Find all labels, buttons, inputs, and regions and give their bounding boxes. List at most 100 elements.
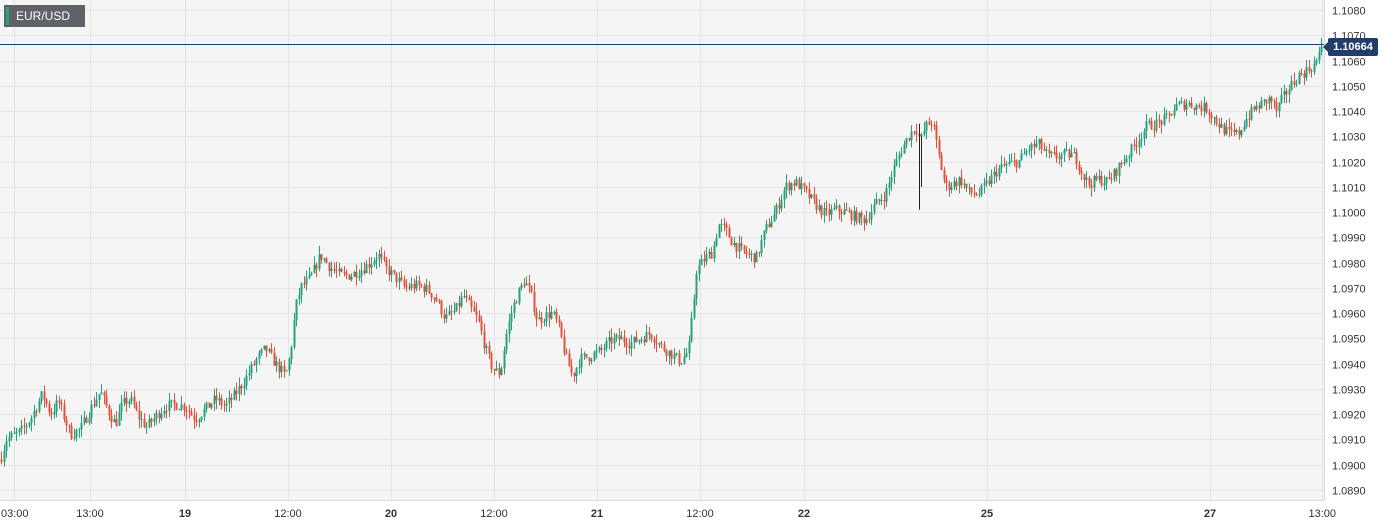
candle-down [1080, 171, 1083, 174]
candle-down [820, 205, 823, 216]
candle-down [1218, 123, 1221, 128]
candle-down [108, 405, 111, 416]
candle-down [363, 270, 366, 274]
candle-up [15, 431, 18, 433]
candle-up [853, 210, 856, 221]
candle-down [1108, 176, 1111, 180]
candle-up [298, 294, 301, 300]
candle-down [393, 270, 396, 273]
candle-up [1093, 175, 1096, 188]
candle-up [923, 130, 926, 135]
candle-down [1300, 72, 1303, 74]
candle-down [193, 415, 196, 421]
candle-down [788, 182, 791, 191]
candle-up [205, 402, 208, 409]
candle-down [175, 403, 178, 410]
candle-down [50, 412, 53, 415]
candle-up [1313, 63, 1316, 72]
candle-up [1213, 117, 1216, 119]
candle-up [685, 353, 688, 357]
candle-down [933, 124, 936, 126]
candle-up [300, 283, 303, 295]
candle-down [868, 219, 871, 221]
candle-down [670, 350, 673, 359]
candle-up [693, 298, 696, 318]
candle-up [1255, 105, 1258, 110]
price-tick-label: 1.1040 [1332, 107, 1366, 119]
candle-down [35, 411, 38, 413]
candle-up [128, 401, 131, 405]
candle-up [1128, 156, 1131, 159]
candle-up [113, 419, 116, 423]
candle-up [695, 274, 698, 299]
candle-down [1258, 105, 1261, 109]
candle-up [263, 345, 266, 350]
candle-up [698, 265, 701, 275]
candle-down [1090, 185, 1093, 188]
price-tick-label: 1.1020 [1332, 158, 1366, 170]
candle-up [1018, 159, 1021, 168]
candle-down [628, 346, 631, 349]
candle-down [1310, 70, 1313, 72]
price-tick-label: 1.0890 [1332, 486, 1366, 498]
candle-down [945, 179, 948, 184]
price-tick-label: 1.0950 [1332, 334, 1366, 346]
candle-down [1003, 164, 1006, 166]
candle-down [333, 268, 336, 271]
candle-down [465, 295, 468, 298]
candle-up [1225, 126, 1228, 135]
candle-up [210, 404, 213, 408]
candle-down [1285, 90, 1288, 95]
candle-up [1175, 103, 1178, 111]
symbol-badge[interactable]: EUR/USD [4, 5, 85, 27]
candle-down [335, 270, 338, 272]
candle-down [1200, 107, 1203, 112]
candle-down [778, 204, 781, 209]
candle-up [1235, 129, 1238, 133]
candle-down [588, 357, 591, 362]
candle-up [5, 441, 8, 452]
candle-up [75, 429, 78, 438]
candle-down [838, 205, 841, 212]
candle-down [1228, 126, 1231, 129]
candle-down [388, 266, 391, 276]
candle-up [1020, 153, 1023, 160]
candle-up [288, 359, 291, 371]
candle-down [58, 400, 61, 403]
candle-down [815, 198, 818, 210]
candle-up [720, 223, 723, 225]
time-tick-label: 12:00 [480, 508, 508, 520]
candle-up [238, 385, 241, 395]
candle-up [1180, 101, 1183, 103]
candle-down [478, 315, 481, 321]
candle-down [185, 410, 188, 412]
candle-up [835, 205, 838, 209]
candle-up [398, 277, 401, 283]
candle-up [968, 187, 971, 189]
candle-up [950, 187, 953, 190]
candle-up [198, 419, 201, 423]
candle-up [1045, 149, 1048, 151]
candle-up [13, 432, 16, 434]
candle-up [500, 368, 503, 375]
candle-up [390, 270, 393, 276]
candle-down [960, 177, 963, 185]
candle-down [1265, 99, 1268, 104]
last-price-tag: 1.10664 [1323, 38, 1378, 56]
candle-up [880, 200, 883, 202]
candle-down [423, 286, 426, 292]
candle-up [310, 273, 313, 275]
candle-down [483, 331, 486, 348]
candle-down [490, 353, 493, 370]
candle-up [1188, 102, 1191, 105]
time-tick-label: 19 [179, 508, 191, 520]
price-axis: 1.0890 1.0900 1.0910 1.0920 1.0930 1.0940 1.09… [1332, 6, 1366, 498]
candle-up [1245, 118, 1248, 127]
candle-down [208, 402, 211, 408]
price-tick-label: 1.1050 [1332, 82, 1366, 94]
candle-up [1105, 176, 1108, 184]
candle-up [1030, 143, 1033, 151]
candle-up [645, 331, 648, 343]
